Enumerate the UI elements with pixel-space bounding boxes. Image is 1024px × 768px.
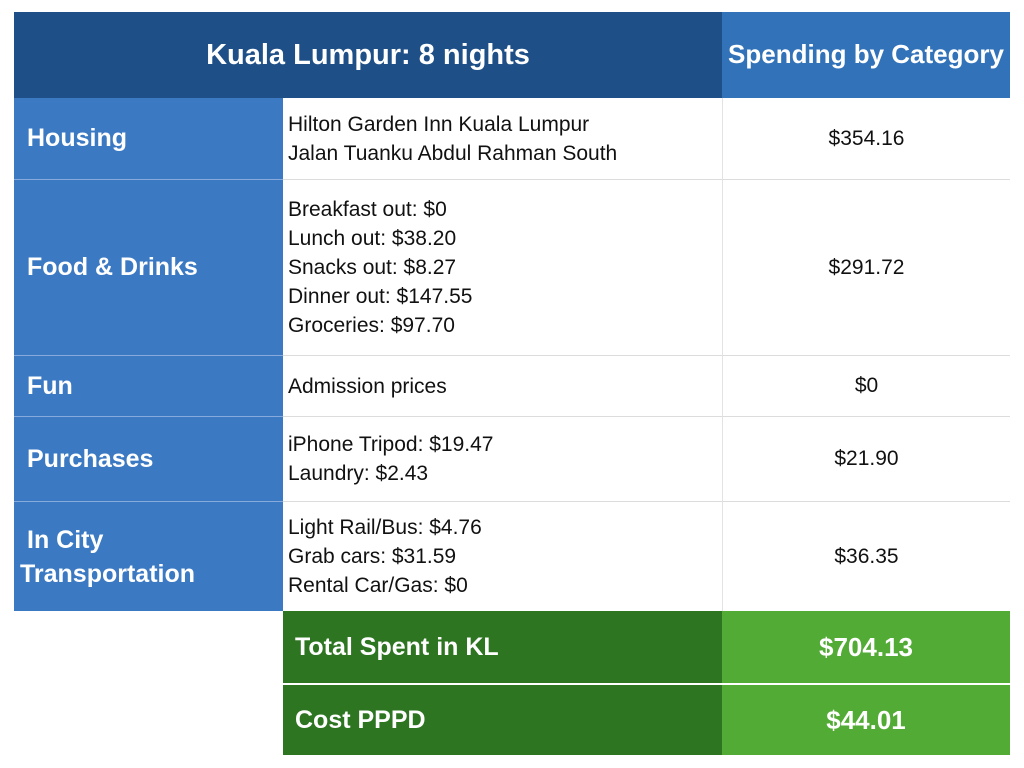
details-in-city-transportation: Light Rail/Bus: $4.76 Grab cars: $31.59 …	[283, 502, 722, 611]
detail-line: Laundry: $2.43	[288, 462, 429, 485]
detail-line: Snacks out: $8.27	[288, 256, 457, 279]
amount-purchases: $21.90	[722, 417, 1010, 502]
details-fun: Admission prices	[283, 356, 722, 417]
category-label: Transportation	[20, 559, 196, 588]
amount-food-drinks: $291.72	[722, 180, 1010, 356]
detail-line: Dinner out: $147.55	[288, 285, 473, 308]
detail-line: Groceries: $97.70	[288, 314, 455, 337]
category-housing: Housing	[14, 98, 283, 180]
category-food-drinks: Food & Drinks	[14, 180, 283, 356]
table-title: Kuala Lumpur: 8 nights	[14, 12, 722, 98]
category-fun: Fun	[14, 356, 283, 417]
details-purchases: iPhone Tripod: $19.47 Laundry: $2.43	[283, 417, 722, 502]
category-purchases: Purchases	[14, 417, 283, 502]
totals-divider	[283, 683, 1010, 685]
category-label: Fun	[27, 371, 73, 400]
category-label: Housing	[27, 124, 127, 152]
detail-line: Grab cars: $31.59	[288, 545, 457, 568]
category-label: In City	[27, 525, 104, 554]
category-label: Food & Drinks	[27, 253, 198, 281]
amount-housing: $354.16	[722, 98, 1010, 180]
category-label: Purchases	[27, 444, 154, 473]
detail-line: iPhone Tripod: $19.47	[288, 433, 494, 456]
detail-line: Admission prices	[288, 374, 447, 398]
detail-line: Hilton Garden Inn Kuala Lumpur	[288, 112, 590, 136]
spending-header: Spending by Category	[722, 12, 1010, 98]
total-spent-value: $704.13	[722, 611, 1010, 684]
detail-line: Lunch out: $38.20	[288, 227, 457, 250]
cost-pppd-value: $44.01	[722, 685, 1010, 755]
total-spent-label: Total Spent in KL	[283, 611, 722, 684]
details-housing: Hilton Garden Inn Kuala Lumpur Jalan Tua…	[283, 98, 722, 180]
detail-line: Rental Car/Gas: $0	[288, 574, 468, 597]
amount-in-city-transportation: $36.35	[722, 502, 1010, 611]
detail-line: Light Rail/Bus: $4.76	[288, 516, 482, 539]
detail-line: Jalan Tuanku Abdul Rahman South	[288, 141, 618, 165]
details-food-drinks: Breakfast out: $0 Lunch out: $38.20 Snac…	[283, 180, 722, 356]
category-in-city-transportation: In City Transportation	[14, 502, 283, 611]
detail-line: Breakfast out: $0	[288, 198, 447, 221]
cost-pppd-label: Cost PPPD	[283, 685, 722, 755]
amount-fun: $0	[722, 356, 1010, 417]
